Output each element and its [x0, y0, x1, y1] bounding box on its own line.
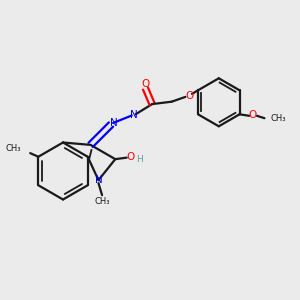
- Text: CH₃: CH₃: [6, 144, 21, 153]
- Text: O: O: [249, 110, 257, 121]
- Text: N: N: [94, 175, 102, 185]
- Text: O: O: [126, 152, 134, 162]
- Text: N: N: [110, 118, 117, 128]
- Text: H: H: [136, 155, 143, 164]
- Text: CH₃: CH₃: [271, 114, 286, 123]
- Text: O: O: [141, 79, 149, 89]
- Text: O: O: [185, 91, 193, 101]
- Text: N: N: [130, 110, 137, 121]
- Text: CH₃: CH₃: [95, 197, 110, 206]
